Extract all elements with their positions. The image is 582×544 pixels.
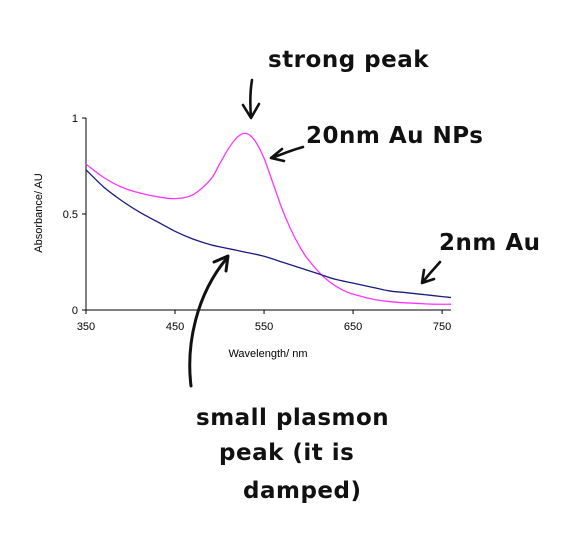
strong-peak-label: strong peak [268, 47, 429, 73]
strong-peak-arrow [241, 78, 261, 120]
series-label-20nm: 20nm Au NPs [306, 123, 483, 149]
y-tick-label: 0.5 [63, 209, 78, 221]
x-axis-title: Wavelength/ nm [228, 348, 307, 360]
small-peak-text-line1: small plasmon [196, 405, 389, 431]
series-lines [85, 132, 452, 305]
series-20nm-au-nps-line [85, 132, 452, 305]
x-tick-label: 750 [433, 321, 451, 333]
y-tick-label: 1 [72, 113, 78, 125]
series-label-2nm: 2nm Au [439, 230, 541, 256]
y-tick-label: 0 [72, 305, 78, 317]
series-2nm-au-line [85, 169, 452, 299]
y-axis-title: Absorbance/ AU [33, 173, 45, 253]
x-tick-label: 450 [166, 321, 184, 333]
20nm-arrow [269, 145, 305, 163]
x-tick-label: 550 [255, 321, 273, 333]
x-ticks: 350 450 550 650 750 [77, 310, 451, 333]
small-peak-text-line3: damped) [243, 478, 362, 504]
y-ticks: 00.51 [63, 113, 86, 317]
small-peak-text-line2: peak (it is [219, 440, 354, 466]
x-tick-label: 650 [344, 321, 362, 333]
2nm-arrow [420, 260, 442, 285]
small-peak-arrow [188, 254, 230, 388]
x-tick-label: 350 [77, 321, 95, 333]
